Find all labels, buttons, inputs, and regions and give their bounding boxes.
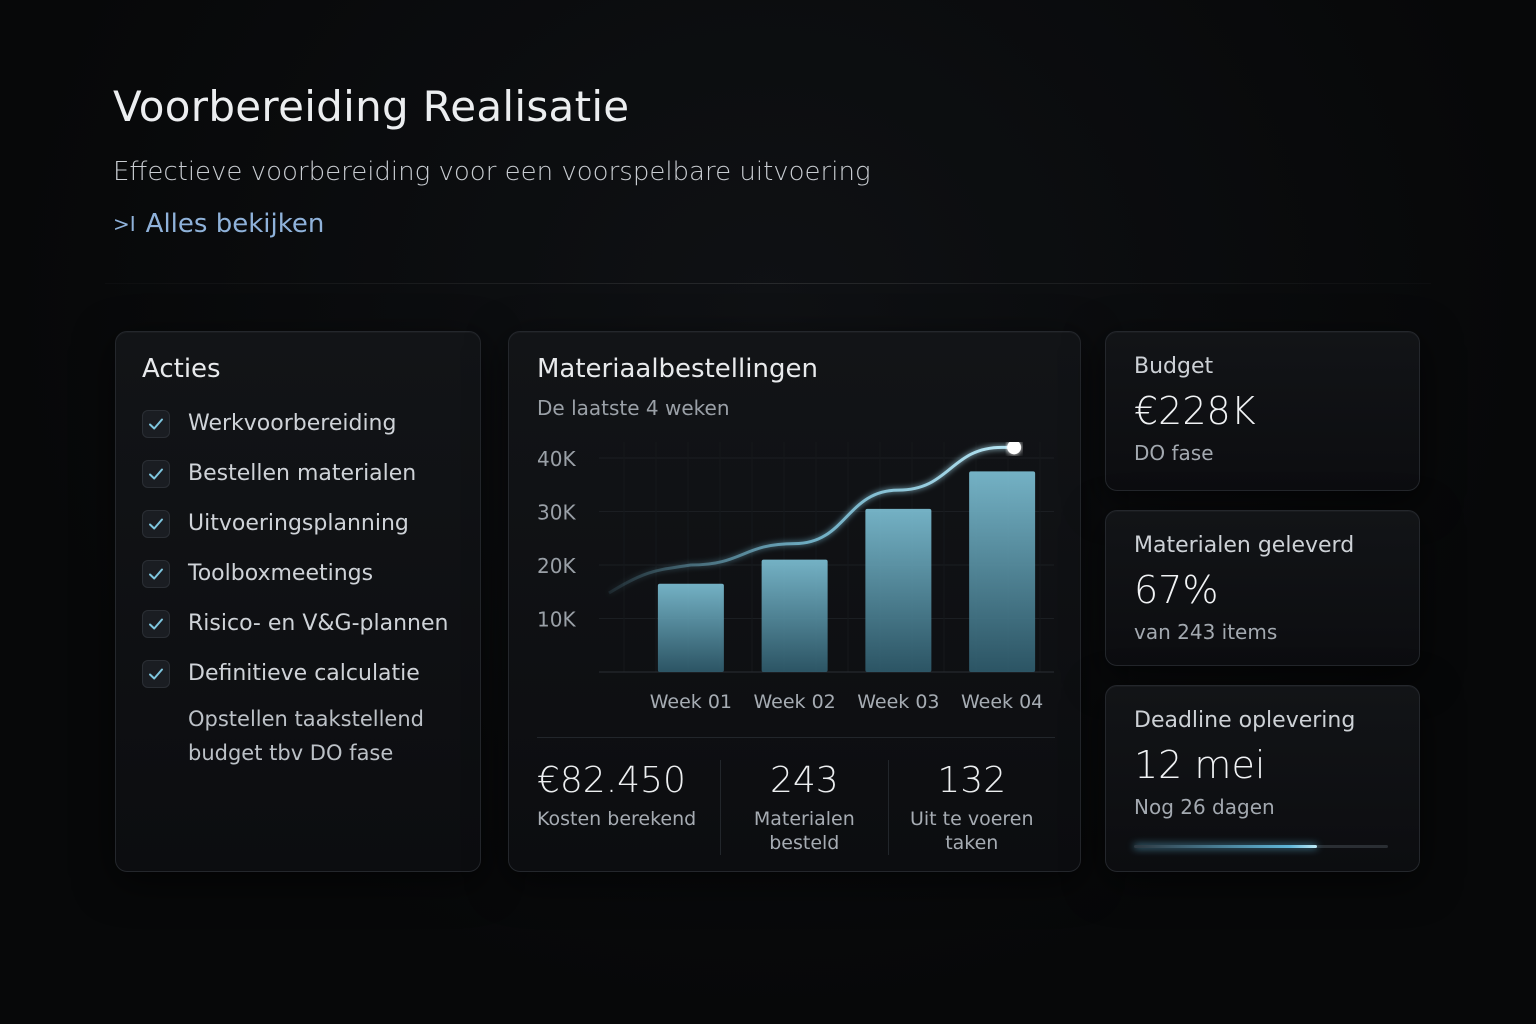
delivered-title: Materialen geleverd [1134,533,1355,558]
budget-card: Budget €228K DO fase [1105,331,1420,491]
page-subtitle: Effectieve voorbereiding voor een voorsp… [113,157,871,187]
trend-line [608,445,1015,595]
stat-materials: 243 Materialen besteld [720,760,887,855]
stat-cost: €82.450 Kosten berekend [537,760,720,855]
stat-tasks-value: 132 [937,760,1007,801]
stat-materials-label: Materialen besteld [753,808,855,854]
action-item[interactable]: Werkvoorbereiding [142,410,454,460]
trend-endpoint[interactable] [1007,442,1022,455]
deadline-card: Deadline oplevering 12 mei Nog 26 dagen [1105,685,1420,872]
x-tick-label: Week 03 [857,691,939,713]
action-item[interactable]: Bestellen materialen [142,460,454,510]
deadline-progress-fill [1134,845,1317,848]
stat-tasks: 132 Uit te voeren taken [887,760,1055,855]
orders-title: Materiaalbestellingen [537,354,818,384]
action-note: Opstellen taakstellend budget tbv DO fas… [188,707,424,765]
y-tick-label: 30K [537,501,576,525]
bar-week-04[interactable] [969,471,1036,672]
budget-value: €228K [1134,389,1256,433]
x-tick-label: Week 01 [650,691,732,713]
x-tick-label: Week 02 [753,691,835,713]
page-header: Voorbereiding Realisatie Effectieve voor… [113,82,871,239]
actions-card: Acties Werkvoorbereiding Bestellen materi… [115,331,481,872]
action-label: Werkvoorbereiding [188,411,397,436]
orders-card: Materiaalbestellingen De laatste 4 weken… [508,331,1081,872]
checkmark-icon[interactable] [142,410,170,438]
delivered-value: 67% [1134,568,1219,612]
y-tick-label: 10K [537,608,576,632]
view-all-label: Alles bekijken [145,209,325,239]
checkmark-icon[interactable] [142,610,170,638]
deadline-title: Deadline oplevering [1134,708,1356,733]
action-label: Toolboxmeetings [188,561,374,586]
header-divider [105,283,1431,284]
checkmark-icon[interactable] [142,460,170,488]
bar-week-02[interactable] [761,559,828,672]
checkmark-icon[interactable] [142,510,170,538]
action-label: Definitieve calculatie [188,661,420,686]
action-label: Uitvoeringsplanning [188,511,409,536]
actions-title: Acties [142,354,221,384]
action-item[interactable]: Definitieve calculatie [142,660,454,710]
view-all-link[interactable]: >I Alles bekijken [113,209,871,239]
x-tick-label: Week 04 [961,691,1043,713]
y-tick-label: 20K [537,554,576,578]
stat-materials-value: 243 [769,760,839,801]
action-item[interactable]: Risico- en V&G-plannen [142,610,454,660]
chevron-right-icon: >I [113,212,136,236]
stat-cost-label: Kosten berekend [537,808,697,830]
orders-stats: €82.450 Kosten berekend 243 Materialen b… [537,737,1055,855]
action-label: Bestellen materialen [188,461,417,486]
page-title: Voorbereiding Realisatie [113,82,630,131]
bar-week-01[interactable] [657,583,724,672]
stat-tasks-label: Uit te voeren taken [909,808,1034,854]
action-label: Risico- en V&G-plannen [188,611,449,636]
delivered-sub: van 243 items [1134,620,1278,644]
stat-cost-value: €82.450 [537,760,686,801]
budget-sub: DO fase [1134,441,1214,465]
y-tick-label: 40K [537,447,576,471]
bar-week-03[interactable] [865,508,932,672]
deadline-value: 12 mei [1134,743,1266,787]
deadline-progress [1134,845,1388,848]
actions-list: Werkvoorbereiding Bestellen materialen Uit… [142,410,454,710]
orders-chart: 10K 20K 30K 40K Week 01 Week 02 Week 03 Week 04 [537,442,1054,713]
checkmark-icon[interactable] [142,660,170,688]
action-item[interactable]: Uitvoeringsplanning [142,510,454,560]
checkmark-icon[interactable] [142,560,170,588]
delivered-card: Materialen geleverd 67% van 243 items [1105,510,1420,666]
action-item[interactable]: Toolboxmeetings [142,560,454,610]
orders-subtitle: De laatste 4 weken [537,396,730,420]
budget-title: Budget [1134,354,1214,379]
deadline-sub: Nog 26 dagen [1134,795,1275,819]
